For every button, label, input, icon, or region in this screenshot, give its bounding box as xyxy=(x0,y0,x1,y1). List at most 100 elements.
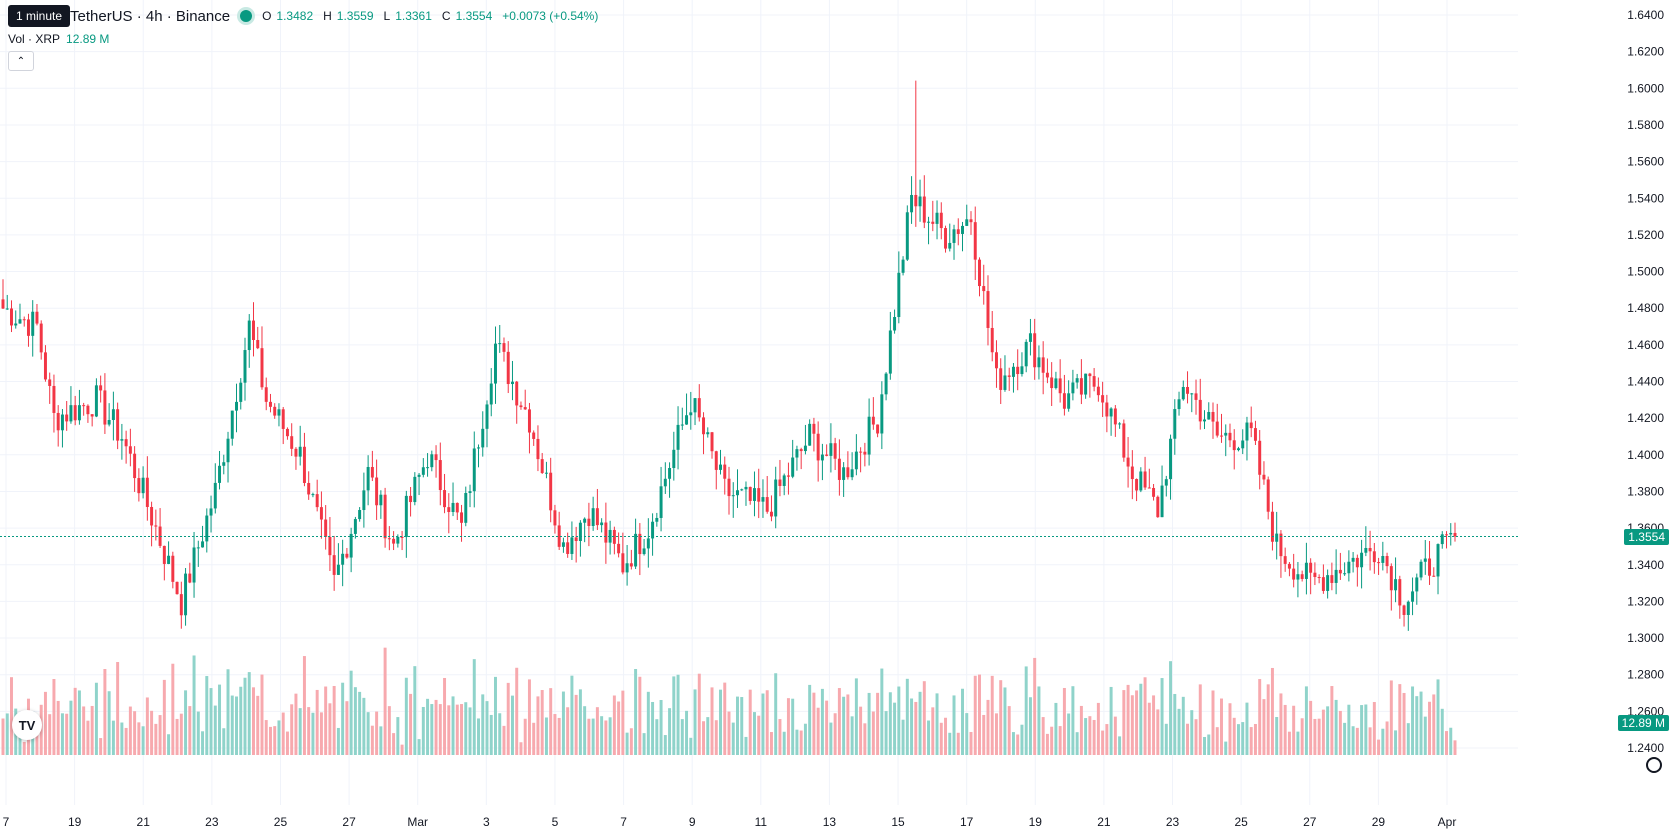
volume-bar xyxy=(829,722,833,755)
candle xyxy=(1283,547,1287,572)
volume-bar xyxy=(663,735,667,755)
candle xyxy=(73,395,77,426)
volume-bar xyxy=(990,675,994,755)
candle xyxy=(451,482,455,517)
volume-bar xyxy=(693,689,697,755)
volume-bar xyxy=(1330,686,1334,755)
volume-bar xyxy=(370,725,374,755)
candle xyxy=(35,303,39,326)
volume-bar xyxy=(897,686,901,755)
volume-bar xyxy=(328,703,332,755)
candle xyxy=(94,378,98,418)
volume-bar xyxy=(1194,719,1198,755)
candle xyxy=(1096,377,1100,402)
candle xyxy=(897,251,901,324)
volume-bar xyxy=(315,689,319,755)
volume-bar xyxy=(927,720,931,755)
candle xyxy=(400,530,404,551)
candle xyxy=(171,551,175,589)
candle xyxy=(1105,394,1109,433)
candle xyxy=(218,450,222,490)
volume-bar xyxy=(918,691,922,755)
candle xyxy=(706,427,710,438)
candle xyxy=(167,541,171,565)
volume-bar xyxy=(60,713,64,755)
candle xyxy=(345,547,349,559)
volume-bar xyxy=(485,701,489,755)
candle xyxy=(1449,523,1453,546)
volume-bar xyxy=(124,727,128,755)
volume-bar xyxy=(786,698,790,755)
volume-bar xyxy=(1300,718,1304,755)
volume-bar xyxy=(1258,679,1262,755)
volume-bar xyxy=(1075,732,1079,755)
volume-bar xyxy=(1101,730,1105,755)
volume-bar xyxy=(515,667,519,755)
volume-bar xyxy=(1292,705,1296,755)
candle xyxy=(243,337,247,401)
volume-bar xyxy=(1164,723,1168,755)
candle xyxy=(1343,562,1347,576)
candle xyxy=(99,375,103,403)
volume-bar xyxy=(222,728,226,755)
price-axis[interactable]: 1.6400 1.6200 1.6000 1.5800 1.5600 1.5400 1.52… xyxy=(1627,8,1664,755)
collapse-legend-button[interactable]: ⌃ xyxy=(8,51,34,71)
candle xyxy=(383,487,387,548)
time-axis[interactable]: 7 19 21 23 25 27 Mar 3 5 7 9 11 13 15 17 19 21 23 25 27 29 Ap… xyxy=(3,815,1457,829)
volume-bar xyxy=(587,718,591,755)
candle xyxy=(1253,420,1257,446)
candle xyxy=(1245,416,1249,461)
volume-bar xyxy=(1096,702,1100,755)
volume-bar xyxy=(1279,693,1283,755)
candle xyxy=(850,452,854,481)
candle xyxy=(281,406,285,445)
volume-bar xyxy=(438,704,442,755)
symbol-title[interactable]: TetherUS · 4h · Binance xyxy=(70,7,231,25)
volume-bar xyxy=(154,723,158,755)
candle xyxy=(808,419,812,446)
volume-bar xyxy=(137,722,141,755)
candle xyxy=(527,402,531,454)
price-tick-label: 1.5200 xyxy=(1627,228,1664,242)
volume-bar xyxy=(277,720,281,755)
volume-bar xyxy=(460,704,464,755)
settings-gear-icon[interactable] xyxy=(1646,757,1662,773)
volume-bar xyxy=(931,707,935,755)
candle xyxy=(1411,577,1415,616)
candle xyxy=(655,512,659,527)
candle xyxy=(931,200,935,232)
tradingview-logo-icon[interactable]: TV xyxy=(12,710,42,740)
volume-bar xyxy=(982,714,986,755)
volume-bar xyxy=(35,723,39,755)
candle xyxy=(1,279,5,309)
volume-bar xyxy=(455,704,459,755)
volume-bar xyxy=(1440,708,1444,755)
candle xyxy=(961,221,964,252)
candle xyxy=(409,487,413,517)
candle xyxy=(447,493,451,534)
candle xyxy=(1330,562,1334,591)
candle xyxy=(413,472,417,506)
volume-bar xyxy=(451,696,455,755)
volume-bar xyxy=(1118,736,1122,755)
volume-bar xyxy=(523,718,527,755)
volume-bar xyxy=(387,706,391,755)
candle xyxy=(162,545,166,581)
candle xyxy=(489,368,493,417)
volume-bar xyxy=(1016,734,1020,755)
volume-bar xyxy=(1394,730,1398,755)
volume-bar xyxy=(723,682,727,755)
volume-bar xyxy=(379,726,383,755)
candle xyxy=(1152,483,1156,501)
market-status-icon[interactable] xyxy=(240,10,253,22)
candle xyxy=(1389,563,1393,611)
volume-bar xyxy=(22,741,26,755)
volume-bar xyxy=(434,699,438,755)
candle xyxy=(1135,478,1139,502)
candle xyxy=(1084,373,1088,399)
candle xyxy=(842,462,846,497)
candle xyxy=(332,535,336,591)
candle xyxy=(1241,429,1245,455)
volume-bar xyxy=(1181,696,1185,755)
